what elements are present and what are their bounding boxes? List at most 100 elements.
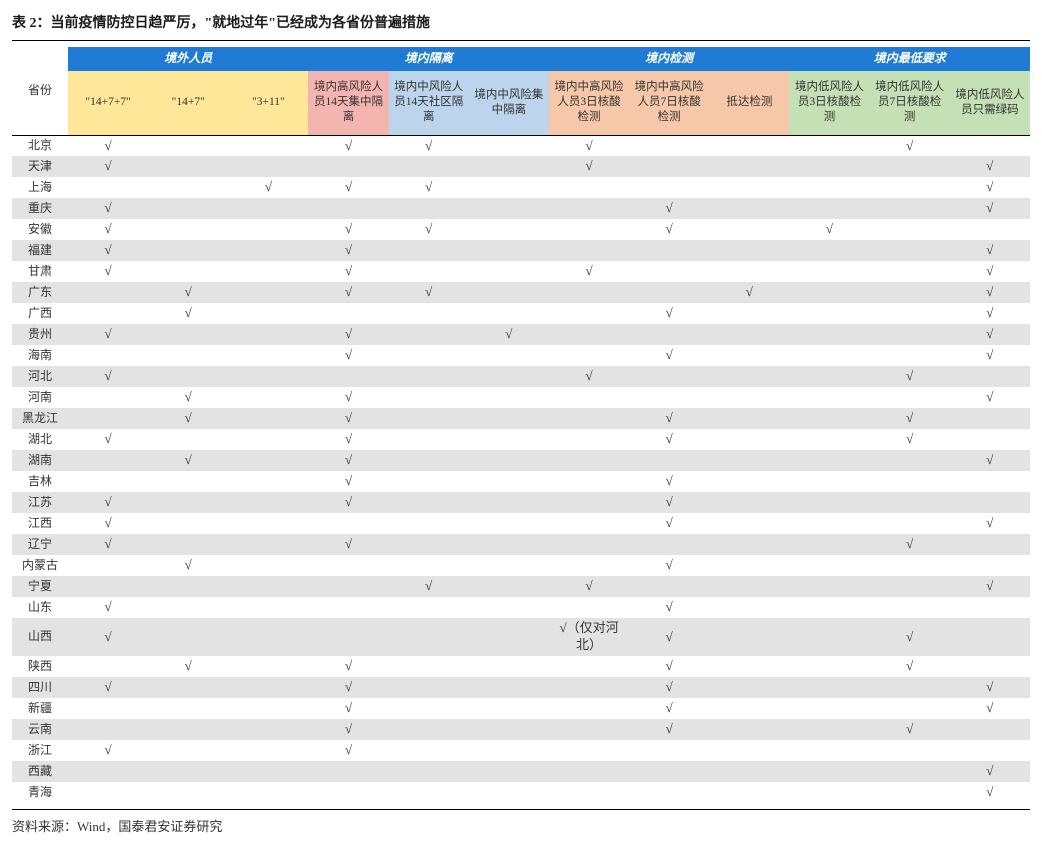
check-cell: √: [68, 324, 148, 345]
province-cell: 吉林: [12, 471, 68, 492]
check-cell: [950, 555, 1030, 576]
check-cell: [308, 366, 388, 387]
check-cell: [148, 324, 228, 345]
check-cell: [469, 282, 549, 303]
check-cell: [789, 261, 869, 282]
province-cell: 黑龙江: [12, 408, 68, 429]
check-cell: [870, 555, 950, 576]
check-cell: √: [950, 450, 1030, 471]
check-cell: √: [629, 219, 709, 240]
province-cell: 山西: [12, 618, 68, 656]
table-row: 北京√√√√√: [12, 135, 1030, 156]
check-cell: √: [950, 513, 1030, 534]
check-cell: √: [870, 135, 950, 156]
check-cell: [68, 555, 148, 576]
check-cell: [389, 740, 469, 761]
check-cell: [148, 219, 228, 240]
check-cell: [228, 719, 308, 740]
check-cell: √: [68, 156, 148, 177]
check-cell: [709, 408, 789, 429]
check-cell: [68, 576, 148, 597]
check-cell: √: [308, 492, 388, 513]
check-cell: √: [308, 387, 388, 408]
check-cell: [629, 387, 709, 408]
check-cell: √: [629, 471, 709, 492]
check-cell: [789, 387, 869, 408]
check-cell: [469, 492, 549, 513]
check-cell: [469, 135, 549, 156]
check-cell: √: [870, 429, 950, 450]
check-cell: √: [950, 761, 1030, 782]
check-cell: [148, 782, 228, 803]
check-cell: [389, 782, 469, 803]
table-row: 重庆√√√: [12, 198, 1030, 219]
check-cell: [469, 429, 549, 450]
check-cell: [549, 345, 629, 366]
check-cell: [389, 698, 469, 719]
check-cell: [950, 618, 1030, 656]
check-cell: [549, 429, 629, 450]
check-cell: √: [389, 282, 469, 303]
check-cell: [789, 597, 869, 618]
check-cell: [469, 576, 549, 597]
check-cell: [950, 471, 1030, 492]
check-cell: [709, 240, 789, 261]
check-cell: √: [950, 677, 1030, 698]
check-cell: [950, 366, 1030, 387]
check-cell: [709, 156, 789, 177]
check-cell: [228, 618, 308, 656]
check-cell: [629, 135, 709, 156]
check-cell: [68, 782, 148, 803]
check-cell: [870, 282, 950, 303]
check-cell: [148, 513, 228, 534]
check-cell: [308, 156, 388, 177]
check-cell: [389, 471, 469, 492]
table-row: 福建√√√: [12, 240, 1030, 261]
check-cell: [389, 408, 469, 429]
check-cell: [68, 387, 148, 408]
check-cell: √: [389, 576, 469, 597]
check-cell: [950, 740, 1030, 761]
check-cell: [950, 534, 1030, 555]
table-row: 新疆√√√: [12, 698, 1030, 719]
check-cell: [629, 761, 709, 782]
check-cell: √: [629, 345, 709, 366]
check-cell: √: [950, 282, 1030, 303]
check-cell: [870, 513, 950, 534]
check-cell: [389, 534, 469, 555]
check-cell: [709, 345, 789, 366]
check-cell: √: [308, 429, 388, 450]
check-cell: [789, 366, 869, 387]
check-cell: [709, 534, 789, 555]
check-cell: √: [629, 656, 709, 677]
check-cell: [389, 429, 469, 450]
check-cell: [870, 677, 950, 698]
province-cell: 湖北: [12, 429, 68, 450]
table-row: 四川√√√√: [12, 677, 1030, 698]
check-cell: [789, 429, 869, 450]
check-cell: [870, 324, 950, 345]
check-cell: [549, 282, 629, 303]
check-cell: √: [629, 408, 709, 429]
check-cell: √: [549, 261, 629, 282]
check-cell: [789, 576, 869, 597]
check-cell: [709, 782, 789, 803]
check-cell: [228, 408, 308, 429]
check-cell: [549, 782, 629, 803]
check-cell: [389, 513, 469, 534]
check-cell: [148, 135, 228, 156]
province-cell: 贵州: [12, 324, 68, 345]
check-cell: [68, 719, 148, 740]
group-header-cell: 境内检测: [549, 47, 789, 71]
check-cell: √: [629, 303, 709, 324]
province-cell: 云南: [12, 719, 68, 740]
check-cell: [870, 219, 950, 240]
check-cell: [148, 345, 228, 366]
check-cell: [950, 408, 1030, 429]
check-cell: [789, 656, 869, 677]
check-cell: [870, 261, 950, 282]
check-cell: [870, 576, 950, 597]
sub-header-cell: "14+7": [148, 71, 228, 135]
check-cell: √: [148, 450, 228, 471]
province-cell: 广东: [12, 282, 68, 303]
